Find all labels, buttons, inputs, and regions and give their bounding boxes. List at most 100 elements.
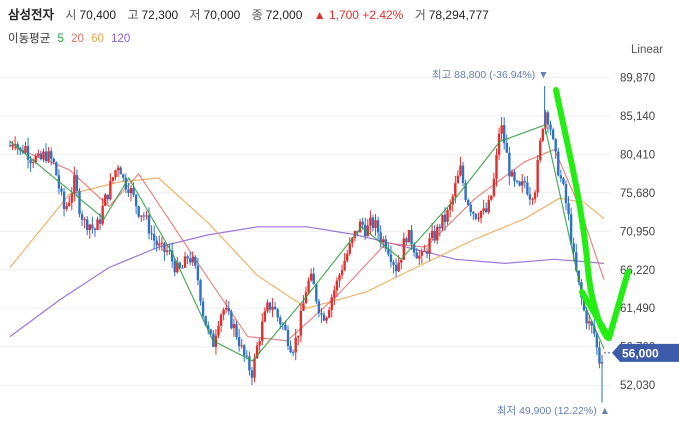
candle-body — [593, 325, 596, 334]
high-label: 고 — [127, 8, 139, 22]
ma-legend-5[interactable]: 5 — [57, 33, 64, 45]
candle-body — [376, 220, 380, 233]
candle-body — [572, 243, 575, 253]
scale-type-label[interactable]: Linear — [631, 44, 663, 56]
candle-body — [206, 325, 210, 330]
candle-body — [42, 151, 45, 160]
candle-body — [595, 333, 599, 348]
candle-body — [106, 194, 110, 200]
candle-body — [13, 144, 17, 146]
candle-body — [533, 192, 537, 200]
ma-legend-120[interactable]: 120 — [111, 33, 131, 45]
candle-body — [343, 260, 346, 271]
candle-body — [338, 275, 341, 281]
candle-body — [513, 171, 516, 181]
candle-body — [345, 253, 349, 261]
candle-body — [91, 224, 94, 229]
candle-body — [459, 165, 462, 176]
change-value: ▲ 1,700 +2.42% — [313, 8, 404, 22]
candle-body — [263, 311, 267, 322]
candle-body — [461, 165, 465, 183]
candle-body — [317, 301, 321, 314]
price-tick-label: 80,410 — [620, 149, 655, 161]
candle-body — [505, 143, 508, 153]
candle-body — [44, 151, 48, 161]
candle-body — [466, 199, 470, 205]
candle-body — [127, 189, 130, 193]
candle-body — [539, 140, 542, 160]
high-annotation: 최고 88,800 (-36.94%) ▼ — [432, 69, 549, 81]
candle-body — [188, 258, 192, 263]
candle-body — [119, 167, 122, 175]
candle-body — [371, 217, 375, 229]
candle-body — [330, 297, 333, 311]
candle-body — [93, 228, 97, 231]
candle-body — [456, 175, 460, 184]
candle-body — [245, 355, 249, 357]
candle-body — [428, 238, 431, 254]
candle-body — [454, 183, 457, 197]
candle-body — [194, 256, 197, 266]
candle-body — [492, 178, 496, 196]
candle-body — [320, 313, 323, 315]
candle-body — [219, 314, 223, 326]
candle-body — [186, 256, 189, 259]
candle-body — [374, 220, 377, 229]
candle-body — [101, 205, 104, 224]
candle-body — [47, 151, 50, 161]
candle-body — [425, 251, 429, 254]
candle-body — [394, 264, 398, 272]
candle-body — [168, 250, 171, 252]
candle-body — [503, 125, 506, 144]
candle-body — [80, 214, 84, 220]
ma-legend-60[interactable]: 60 — [91, 33, 104, 45]
candle-body — [109, 180, 112, 200]
close-value: 72,000 — [265, 8, 303, 22]
candle-body — [134, 194, 138, 207]
candle-body — [351, 237, 354, 244]
candle-body — [446, 209, 449, 222]
candle-body — [132, 187, 135, 195]
candle-body — [348, 243, 351, 254]
candle-body — [276, 309, 279, 318]
candle-body — [415, 252, 418, 259]
candle-body — [569, 214, 573, 244]
candle-body — [472, 211, 475, 214]
candle-body — [500, 125, 503, 134]
candle-body — [222, 309, 225, 315]
price-tick-label: 89,870 — [620, 72, 655, 84]
price-tick-label: 70,950 — [620, 226, 655, 238]
candle-body — [240, 345, 243, 347]
candle-body — [531, 199, 534, 201]
candle-body — [430, 231, 434, 239]
candle-body — [142, 215, 146, 217]
candle-body — [279, 317, 282, 324]
candle-body — [137, 206, 140, 217]
price-tick-label: 52,030 — [620, 380, 655, 392]
candle-body — [24, 146, 27, 153]
stock-name: 삼성전자 — [8, 8, 55, 22]
candle-body — [225, 308, 228, 310]
candle-body — [268, 302, 272, 310]
moving-average-legend[interactable]: 이동평균 5 20 60 120 — [8, 30, 134, 46]
candle-body — [176, 262, 179, 273]
candle-body — [477, 217, 480, 219]
candle-body — [407, 230, 411, 243]
ma-legend-20[interactable]: 20 — [71, 33, 84, 45]
candle-body — [129, 187, 133, 193]
candle-body — [575, 252, 578, 271]
candles — [8, 86, 604, 403]
candle-body — [49, 151, 53, 159]
candle-body — [29, 159, 32, 164]
candle-body — [410, 230, 413, 245]
ma-legend-title: 이동평균 — [8, 33, 51, 45]
candle-body — [253, 358, 256, 378]
ma120-line — [9, 226, 605, 338]
candle-body — [361, 221, 364, 225]
current-price-text: 56,000 — [622, 346, 659, 360]
candle-body — [448, 204, 452, 210]
candle-body — [155, 240, 158, 246]
candle-body — [16, 144, 19, 148]
candle-body — [140, 215, 143, 217]
